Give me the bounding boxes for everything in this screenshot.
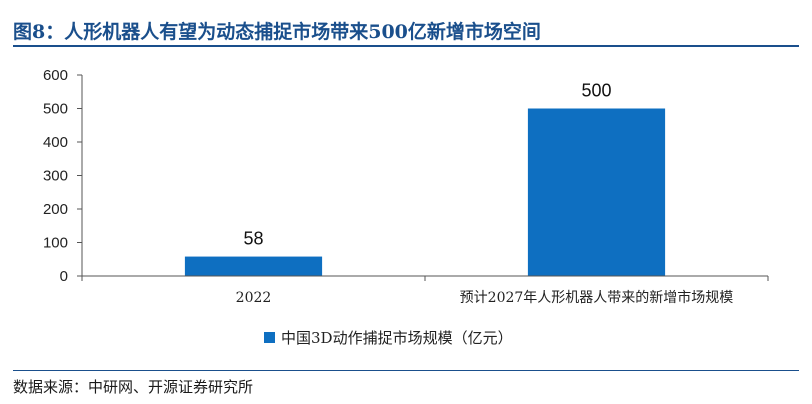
y-axis: 0 100 200 300 400 500 600 <box>43 67 83 285</box>
y-tick-label: 600 <box>43 67 68 84</box>
bars: 58 500 <box>184 81 666 276</box>
x-category-label: 预计2027年人形机器人带来的新增市场规模 <box>460 289 734 306</box>
bar-chart: 0 100 200 300 400 500 600 58 500 2022 预计2027年人形机… <box>43 67 769 306</box>
legend-label: 中国3D动作捕捉市场规模（亿元） <box>281 329 513 347</box>
y-tick-label: 400 <box>43 134 68 151</box>
y-tick-label: 0 <box>60 268 68 285</box>
x-category-label: 2022 <box>236 290 272 306</box>
y-tick-label: 200 <box>43 201 68 218</box>
y-tick-label: 500 <box>43 101 68 118</box>
source-note: 数据来源：中研网、开源证券研究所 <box>13 378 254 396</box>
data-label: 58 <box>243 229 263 249</box>
data-label: 500 <box>581 81 611 101</box>
chart-title: 图8：人形机器人有望为动态捕捉市场带来500亿新增市场空间 <box>13 21 541 43</box>
bar <box>527 108 666 276</box>
y-tick-label: 100 <box>43 235 68 252</box>
footer-divider <box>13 370 799 371</box>
legend: 中国3D动作捕捉市场规模（亿元） <box>264 327 513 348</box>
x-axis: 2022 预计2027年人形机器人带来的新增市场规模 <box>81 275 769 306</box>
bar <box>184 256 323 276</box>
legend-swatch <box>264 332 275 343</box>
y-tick-label: 300 <box>43 168 68 185</box>
title-divider <box>13 45 799 47</box>
